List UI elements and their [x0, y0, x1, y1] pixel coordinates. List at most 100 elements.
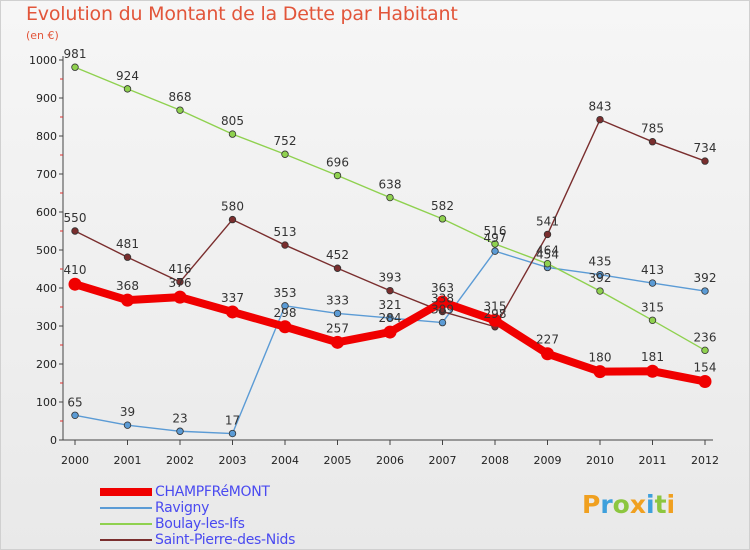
legend-swatch-saint-pierre-des-nids [100, 539, 152, 541]
data-label-saint-pierre-des-nids: 338 [431, 292, 454, 306]
chart-axes: 0 100 200 300 400 500 600 700 800 900 1000 2000 2001… [29, 54, 719, 467]
legend-swatch-champfremont [100, 488, 152, 496]
data-point-boulay-les-ifs [701, 346, 709, 355]
series-layer [68, 63, 712, 438]
logo-letter: i [666, 490, 676, 519]
data-label-saint-pierre-des-nids: 513 [274, 225, 297, 239]
data-label-ravigny: 392 [694, 271, 717, 285]
data-label-ravigny: 435 [589, 255, 612, 269]
x-tick-label: 2005 [324, 454, 352, 467]
data-label-ravigny: 333 [326, 293, 349, 307]
data-point-champfremont [331, 335, 344, 349]
legend-label-ravigny: Ravigny [155, 500, 210, 516]
data-point-ravigny [701, 287, 709, 295]
logo-letter: P [582, 490, 601, 519]
data-point-champfremont [488, 313, 502, 327]
data-label-ravigny: 413 [641, 263, 664, 277]
data-point-champfremont [278, 320, 292, 334]
data-point-boulay-les-ifs [228, 130, 237, 138]
y-tick-label: 500 [36, 244, 57, 257]
data-point-saint-pierre-des-nids [123, 253, 132, 261]
data-point-ravigny [123, 421, 132, 429]
data-point-saint-pierre-des-nids [71, 227, 79, 235]
x-tick-label: 2002 [166, 454, 194, 467]
data-label-champfremont: 376 [169, 276, 192, 290]
data-label-ravigny: 353 [274, 286, 297, 300]
data-label-boulay-les-ifs: 868 [169, 90, 192, 104]
data-point-boulay-les-ifs [438, 215, 447, 223]
data-label-saint-pierre-des-nids: 416 [169, 262, 192, 276]
data-point-ravigny [596, 271, 604, 279]
x-tick-label: 2001 [114, 454, 142, 467]
data-point-saint-pierre-des-nids [281, 241, 289, 249]
data-label-champfremont: 257 [326, 321, 349, 335]
data-label-saint-pierre-des-nids: 785 [641, 122, 664, 136]
logo-letter: t [654, 490, 667, 519]
data-point-ravigny [333, 309, 342, 318]
data-point-boulay-les-ifs [648, 316, 657, 324]
data-label-boulay-les-ifs: 582 [431, 199, 454, 213]
x-tick-label: 2012 [691, 454, 719, 467]
data-label-champfremont: 337 [221, 291, 244, 305]
data-point-saint-pierre-des-nids [701, 157, 709, 165]
data-point-saint-pierre-des-nids [596, 115, 604, 124]
data-label-boulay-les-ifs: 638 [379, 178, 402, 192]
y-tick-label: 200 [36, 358, 57, 371]
x-tick-label: 2004 [271, 454, 299, 467]
data-point-champfremont [383, 325, 397, 339]
data-label-saint-pierre-des-nids: 393 [379, 271, 402, 285]
data-point-boulay-les-ifs [176, 106, 184, 114]
data-label-saint-pierre-des-nids: 734 [694, 141, 717, 155]
logo-letter: r [600, 490, 613, 519]
data-point-saint-pierre-des-nids [228, 215, 237, 224]
logo-letter: o [612, 490, 630, 519]
data-point-ravigny [438, 318, 447, 327]
data-point-champfremont [226, 305, 239, 319]
y-tick-label: 0 [50, 434, 57, 447]
data-label-saint-pierre-des-nids: 481 [116, 237, 139, 251]
data-point-boulay-les-ifs [543, 259, 552, 268]
data-label-champfremont: 363 [431, 281, 454, 295]
data-label-boulay-les-ifs: 981 [64, 47, 87, 61]
data-point-champfremont [646, 364, 659, 378]
x-tick-label: 2003 [219, 454, 247, 467]
data-label-ravigny: 309 [431, 303, 454, 317]
data-point-champfremont [593, 365, 607, 379]
x-tick-label: 2000 [61, 454, 89, 467]
data-label-ravigny: 497 [484, 231, 507, 245]
y-tick-label: 100 [36, 396, 57, 409]
proxiti-logo: Proxiti [582, 490, 675, 519]
data-label-champfremont: 284 [379, 311, 402, 325]
data-label-boulay-les-ifs: 752 [274, 134, 297, 148]
x-tick-label: 2011 [639, 454, 667, 467]
x-tick-label: 2009 [534, 454, 562, 467]
y-tick-label: 800 [36, 130, 57, 143]
y-tick-label: 900 [36, 92, 57, 105]
data-point-boulay-les-ifs [491, 240, 499, 248]
data-label-ravigny: 454 [536, 247, 559, 261]
data-point-boulay-les-ifs [71, 63, 79, 71]
x-tick-label: 2010 [586, 454, 614, 467]
data-label-champfremont: 227 [536, 333, 559, 347]
data-label-boulay-les-ifs: 236 [694, 330, 717, 344]
data-point-boulay-les-ifs [596, 287, 604, 295]
data-point-ravigny [71, 411, 79, 419]
data-point-ravigny [386, 314, 394, 322]
data-label-boulay-les-ifs: 805 [221, 114, 244, 128]
data-point-champfremont [68, 277, 82, 291]
data-label-boulay-les-ifs: 516 [484, 224, 507, 238]
data-point-boulay-les-ifs [333, 171, 342, 180]
data-label-champfremont: 368 [116, 279, 139, 293]
y-tick-label: 1000 [29, 54, 57, 67]
chart-title: Evolution du Montant de la Dette par Hab… [26, 3, 458, 25]
data-labels-layer: 65 39 23 17 353 333 321 309 497 454 435 413 392 981 92… [64, 47, 717, 427]
data-label-saint-pierre-des-nids: 541 [536, 214, 559, 228]
data-label-ravigny: 39 [120, 405, 135, 419]
y-tick-label: 300 [36, 320, 57, 333]
data-point-ravigny [281, 302, 289, 310]
x-tick-label: 2007 [429, 454, 457, 467]
data-label-boulay-les-ifs: 464 [536, 244, 559, 258]
data-label-ravigny: 321 [379, 298, 402, 312]
